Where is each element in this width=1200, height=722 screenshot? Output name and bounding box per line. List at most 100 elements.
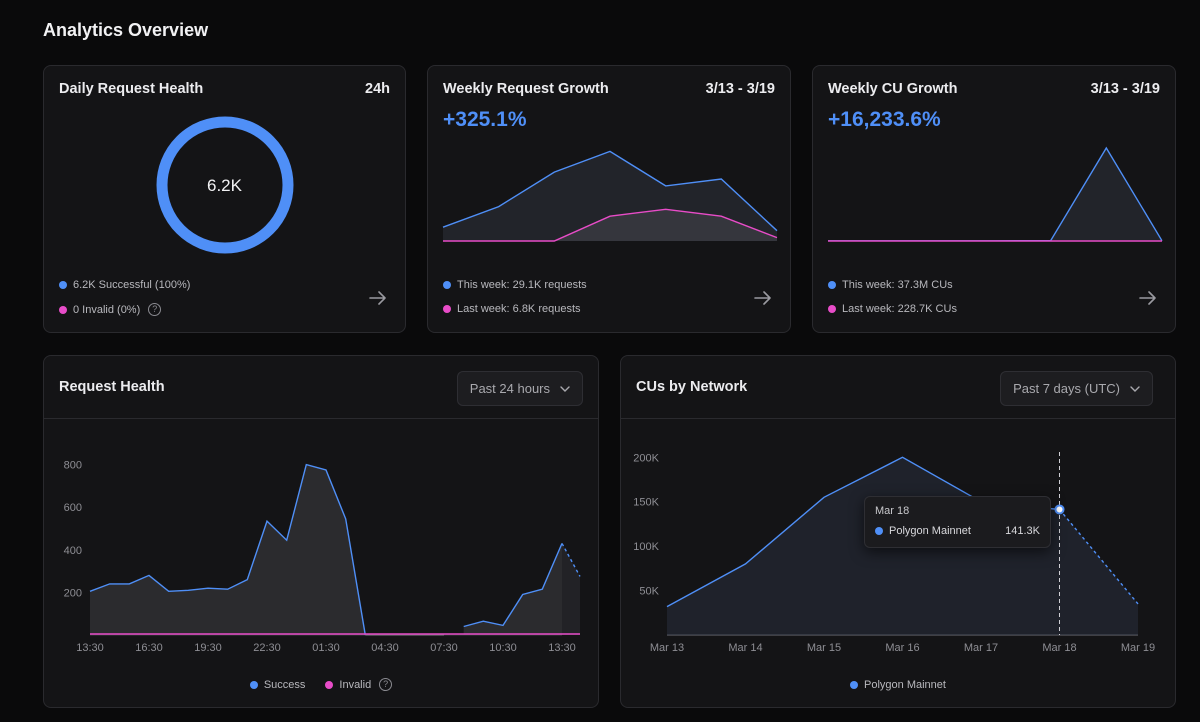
y-tick-label: 800 [64, 460, 82, 472]
growth-percentage: +16,233.6% [828, 108, 941, 131]
x-tick-label: Mar 14 [728, 642, 762, 654]
cus-by-network-card: CUs by Network Past 7 days (UTC) 50K 100K… [620, 355, 1176, 708]
card-title: Request Health [59, 379, 165, 395]
legend-success-label: Success [263, 678, 306, 691]
invalid-dot-icon [325, 680, 334, 689]
x-tick-label: 10:30 [489, 642, 517, 654]
time-range-dropdown[interactable]: Past 7 days (UTC) [1000, 371, 1153, 406]
x-tick-label: 22:30 [253, 642, 281, 654]
chevron-down-icon [560, 385, 570, 392]
last-week-dot-icon [828, 305, 836, 313]
x-tick-label: Mar 13 [650, 642, 684, 654]
legend-success-label: 6.2K Successful (100%) [73, 279, 191, 291]
tooltip-row: Polygon Mainnet 141.3K [875, 525, 1040, 537]
donut-chart [156, 116, 294, 254]
weekly-cu-sparkline [828, 146, 1163, 242]
estimate-line [561, 543, 581, 577]
last-week-dot-icon [443, 305, 451, 313]
this-week-label: This week: 29.1K requests [457, 279, 587, 291]
success-dot-icon [59, 281, 67, 289]
request-health-chart[interactable]: 200 400 600 800 13:30 16:30 19:30 22:30 01:30 04:… [44, 356, 599, 708]
y-tick-label: 200K [633, 452, 659, 464]
time-range-label: 24h [365, 81, 390, 97]
series-dot-icon [875, 527, 883, 535]
legend-last-week: Last week: 228.7K CUs [828, 303, 957, 315]
success-line [463, 543, 563, 628]
legend-invalid-label: Invalid [339, 678, 372, 691]
weekly-cu-growth-card[interactable]: Weekly CU Growth 3/13 - 3/19 +16,233.6% … [812, 65, 1176, 333]
card-title: Weekly CU Growth [828, 81, 958, 97]
card-title: Daily Request Health [59, 81, 204, 97]
tooltip-value: 141.3K [1005, 525, 1040, 537]
arrow-right-icon[interactable] [754, 290, 772, 306]
dropdown-value: Past 7 days (UTC) [1013, 381, 1120, 396]
chart-legend: Polygon Mainnet [621, 679, 1175, 691]
y-tick-label: 150K [633, 497, 659, 509]
x-tick-label: 04:30 [371, 642, 399, 654]
legend-success: 6.2K Successful (100%) [59, 279, 190, 291]
series-area-0 [443, 151, 777, 241]
success-area [90, 464, 366, 635]
weekly-request-growth-card[interactable]: Weekly Request Growth 3/13 - 3/19 +325.1… [427, 65, 791, 333]
y-tick-label: 200 [64, 587, 82, 599]
estimate-area [562, 543, 580, 635]
series-area-0 [828, 148, 1162, 241]
this-week-label: This week: 37.3M CUs [842, 279, 953, 291]
x-tick-label: Mar 19 [1121, 642, 1155, 654]
y-tick-label: 600 [64, 502, 82, 514]
request-health-card: Request Health Past 24 hours 200 400 600 80… [43, 355, 599, 708]
arrow-right-icon[interactable] [1139, 290, 1157, 306]
card-header: Request Health Past 24 hours [44, 356, 598, 419]
success-line [89, 463, 366, 636]
legend-invalid-label: 0 Invalid (0%) [73, 303, 141, 316]
help-icon[interactable]: ? [379, 678, 393, 691]
chart-legend: Success Invalid ? [44, 678, 598, 691]
last-week-label: Last week: 6.8K requests [457, 303, 581, 315]
this-week-dot-icon [828, 281, 836, 289]
chart-tooltip: Mar 18 Polygon Mainnet 141.3K [864, 496, 1051, 548]
legend-this-week: This week: 29.1K requests [443, 279, 587, 291]
chevron-down-icon [1130, 385, 1140, 392]
tooltip-date: Mar 18 [875, 505, 910, 517]
legend-this-week: This week: 37.3M CUs [828, 279, 953, 291]
weekly-request-sparkline [442, 150, 778, 242]
x-tick-label: Mar 15 [807, 642, 841, 654]
series-line-1 [443, 208, 778, 242]
x-tick-label: 19:30 [194, 642, 222, 654]
donut-ring [156, 116, 294, 254]
series-area-1 [443, 209, 777, 241]
hover-point [1054, 504, 1065, 515]
x-tick-label: Mar 17 [964, 642, 998, 654]
y-tick-label: 50K [639, 586, 659, 598]
legend-last-week: Last week: 6.8K requests [443, 303, 581, 315]
time-range-dropdown[interactable]: Past 24 hours [456, 371, 583, 406]
this-week-dot-icon [443, 281, 451, 289]
legend-success[interactable]: Success [249, 678, 306, 691]
x-tick-label: Mar 18 [1042, 642, 1076, 654]
estimate-line [1058, 509, 1139, 605]
legend-invalid[interactable]: Invalid ? [325, 678, 393, 691]
help-icon[interactable]: ? [148, 303, 162, 316]
card-title: CUs by Network [636, 379, 748, 395]
page-title: Analytics Overview [43, 20, 209, 40]
y-tick-label: 400 [64, 545, 82, 557]
daily-request-health-card[interactable]: Daily Request Health 24h 6.2K 6.2K Succe… [43, 65, 406, 333]
last-week-label: Last week: 228.7K CUs [842, 303, 957, 315]
success-area [463, 543, 562, 635]
card-title: Weekly Request Growth [443, 81, 609, 97]
y-tick-label: 100K [633, 541, 659, 553]
x-tick-label: 13:30 [548, 642, 576, 654]
arrow-right-icon[interactable] [369, 290, 387, 306]
legend-polygon-mainnet[interactable]: Polygon Mainnet [850, 679, 946, 691]
dropdown-value: Past 24 hours [469, 381, 550, 396]
series-dot-icon [850, 681, 859, 689]
tooltip-series: Polygon Mainnet [889, 525, 971, 537]
success-dot-icon [249, 680, 258, 689]
x-tick-label: 01:30 [312, 642, 340, 654]
x-tick-label: Mar 16 [885, 642, 919, 654]
date-range-label: 3/13 - 3/19 [1090, 81, 1160, 97]
x-tick-label: 13:30 [76, 642, 104, 654]
growth-percentage: +325.1% [443, 108, 527, 131]
series-line-0 [442, 150, 778, 232]
x-tick-label: 07:30 [430, 642, 458, 654]
